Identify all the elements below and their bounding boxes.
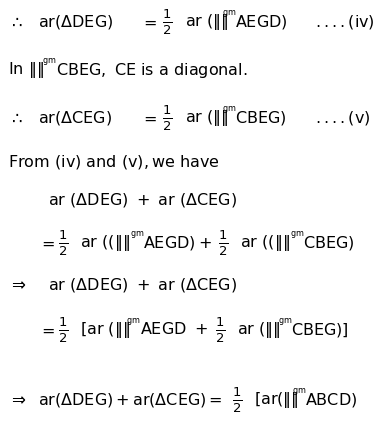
Text: $\mathrm{[ar\ (\|\|}$: $\mathrm{[ar\ (\|\|}$ [80, 320, 130, 340]
Text: $^{\mathrm{gm}}$: $^{\mathrm{gm}}$ [126, 317, 141, 327]
Text: $^{\mathrm{gm}}$: $^{\mathrm{gm}}$ [222, 105, 237, 115]
Text: $=$: $=$ [38, 321, 55, 339]
Text: $\mathrm{In\ \|\|}$: $\mathrm{In\ \|\|}$ [8, 60, 44, 80]
Text: $^{\mathrm{gm}}$: $^{\mathrm{gm}}$ [42, 57, 56, 67]
Text: $\frac{1}{2}$: $\frac{1}{2}$ [232, 385, 242, 415]
Text: $=$: $=$ [140, 13, 157, 31]
Text: $\mathrm{CBEG)}$: $\mathrm{CBEG)}$ [303, 234, 355, 252]
Text: $\mathrm{From\ (iv)\ and\ (v),we\ have}$: $\mathrm{From\ (iv)\ and\ (v),we\ have}$ [8, 153, 220, 171]
Text: $\mathrm{ar\ (\|\|}$: $\mathrm{ar\ (\|\|}$ [237, 320, 281, 340]
Text: $^{\mathrm{gm}}$: $^{\mathrm{gm}}$ [222, 9, 237, 19]
Text: $\mathrm{AEGD)}$: $\mathrm{AEGD)}$ [235, 13, 288, 31]
Text: $\mathrm{ABCD)}$: $\mathrm{ABCD)}$ [305, 391, 357, 409]
Text: $^{\mathrm{gm}}$: $^{\mathrm{gm}}$ [290, 230, 304, 240]
Text: $^{\mathrm{gm}}$: $^{\mathrm{gm}}$ [278, 317, 293, 327]
Text: $\frac{1}{2}$: $\frac{1}{2}$ [215, 315, 225, 345]
Text: $\therefore$: $\therefore$ [8, 109, 23, 127]
Text: $\Rightarrow$: $\Rightarrow$ [8, 391, 26, 409]
Text: $\mathrm{....(v)}$: $\mathrm{....(v)}$ [315, 109, 370, 127]
Text: $\mathrm{AEGD)+}$: $\mathrm{AEGD)+}$ [143, 234, 212, 252]
Text: $\mathrm{CBEG)}$: $\mathrm{CBEG)}$ [235, 109, 287, 127]
Text: $\mathrm{[ar(\|\|}$: $\mathrm{[ar(\|\|}$ [254, 390, 299, 410]
Text: $\mathrm{ar(\Delta CEG)}$: $\mathrm{ar(\Delta CEG)}$ [38, 109, 112, 127]
Text: $\frac{1}{2}$: $\frac{1}{2}$ [58, 228, 68, 258]
Text: $\frac{1}{2}$: $\frac{1}{2}$ [162, 7, 172, 37]
Text: $\mathrm{ar(\Delta DEG)}$: $\mathrm{ar(\Delta DEG)}$ [38, 13, 113, 31]
Text: $\mathrm{ar\ ((\|\|}$: $\mathrm{ar\ ((\|\|}$ [240, 233, 290, 253]
Text: $\frac{1}{2}$: $\frac{1}{2}$ [162, 103, 172, 133]
Text: $\mathrm{CBEG,\ CE\ is\ a\ diagonal.}$: $\mathrm{CBEG,\ CE\ is\ a\ diagonal.}$ [56, 60, 248, 79]
Text: $\mathrm{ar\ ((\|\|}$: $\mathrm{ar\ ((\|\|}$ [80, 233, 130, 253]
Text: $\mathrm{ar\ (\|\|}$: $\mathrm{ar\ (\|\|}$ [185, 12, 229, 32]
Text: $\mathrm{AEGD\ +}$: $\mathrm{AEGD\ +}$ [140, 321, 208, 339]
Text: $\therefore$: $\therefore$ [8, 13, 23, 31]
Text: $\mathrm{ar\ (\Delta DEG)\ +\ ar\ (\Delta CEG)}$: $\mathrm{ar\ (\Delta DEG)\ +\ ar\ (\Delt… [48, 276, 237, 294]
Text: $=$: $=$ [38, 235, 55, 251]
Text: $\mathrm{....(iv)}$: $\mathrm{....(iv)}$ [315, 13, 375, 31]
Text: $=$: $=$ [140, 109, 157, 127]
Text: $\mathrm{ar\ (\Delta DEG)\ +\ ar\ (\Delta CEG)}$: $\mathrm{ar\ (\Delta DEG)\ +\ ar\ (\Delt… [48, 191, 237, 209]
Text: $\mathrm{ar\ (\|\|}$: $\mathrm{ar\ (\|\|}$ [185, 108, 229, 128]
Text: $\mathrm{CBEG)]}$: $\mathrm{CBEG)]}$ [291, 321, 349, 339]
Text: $\frac{1}{2}$: $\frac{1}{2}$ [218, 228, 228, 258]
Text: $^{\mathrm{gm}}$: $^{\mathrm{gm}}$ [130, 230, 144, 240]
Text: $\Rightarrow$: $\Rightarrow$ [8, 276, 26, 293]
Text: $\mathrm{ar(\Delta DEG)+ar(\Delta CEG)=}$: $\mathrm{ar(\Delta DEG)+ar(\Delta CEG)=}… [38, 391, 223, 409]
Text: $^{\mathrm{gm}}$: $^{\mathrm{gm}}$ [292, 387, 306, 397]
Text: $\frac{1}{2}$: $\frac{1}{2}$ [58, 315, 68, 345]
